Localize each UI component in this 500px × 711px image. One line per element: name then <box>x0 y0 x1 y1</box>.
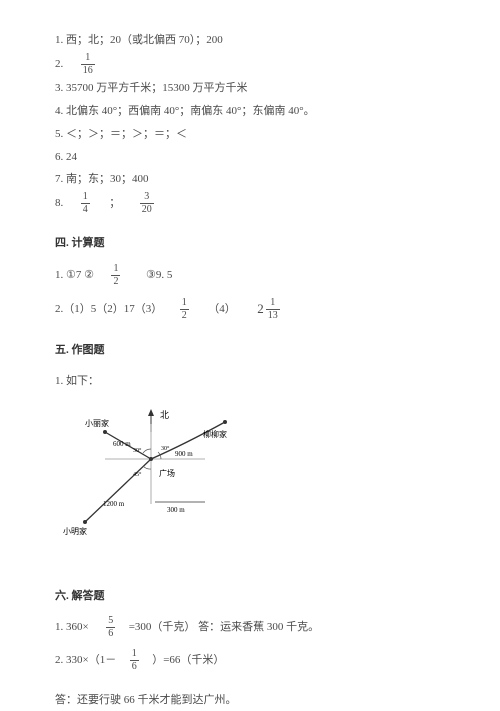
ans-3-5: 5. ＜；＞；＝；＞；＝；＜ <box>55 124 445 145</box>
fraction: 1 16 <box>81 53 95 76</box>
direction-diagram: 北 小丽家 600 m 柳柳家 900 m 广场 小明家 1200 m 300 … <box>55 404 255 544</box>
fraction: 1 4 <box>81 192 90 215</box>
drawing-1: 1. 如下： <box>55 371 445 392</box>
section-4-title: 四. 计算题 <box>55 233 445 254</box>
ans-3-3: 3. 35700 万平方千米；15300 万平方千米 <box>55 78 445 99</box>
calc-1: 1. ①7 ② 1 2 ③9. 5 <box>55 264 445 287</box>
text: 北偏东 40°；西偏南 40°；南偏东 40°；东偏南 40°。 <box>66 105 315 117</box>
label-center: 广场 <box>159 468 175 478</box>
ans-3-8: 8. 1 4 ； 3 20 <box>55 192 445 215</box>
num: 1. <box>55 34 63 46</box>
num: 7. <box>55 173 63 185</box>
numerator: 1 <box>81 53 95 65</box>
text: ）=66（千米） <box>152 655 224 667</box>
num: 6. <box>55 151 63 163</box>
numerator: 1 <box>266 298 280 310</box>
separator: ； <box>109 197 120 209</box>
denominator: 6 <box>106 628 115 639</box>
text: 1. ①7 ② <box>55 269 94 281</box>
dist-600: 600 m <box>113 440 131 448</box>
text: ③9. 5 <box>146 269 172 281</box>
section-5-title: 五. 作图题 <box>55 340 445 361</box>
solve-2: 2. 330×（1－ 1 6 ）=66（千米） <box>55 649 445 672</box>
denominator: 2 <box>111 276 120 287</box>
section-6-title: 六. 解答题 <box>55 586 445 607</box>
num: 8. <box>55 197 63 209</box>
denominator: 16 <box>81 65 95 76</box>
text: （4） <box>208 303 236 315</box>
label-sw: 小明家 <box>63 526 87 536</box>
ans-3-7: 7. 南；东；30；400 <box>55 169 445 190</box>
numerator: 1 <box>180 298 189 310</box>
text: 2. 330×（1－ <box>55 655 116 667</box>
text: 2.（1）5（2）17（3） <box>55 303 162 315</box>
text: 西；北；20（或北偏西 70）；200 <box>66 34 223 46</box>
denominator: 4 <box>81 204 90 215</box>
num: 5. <box>55 128 63 140</box>
numerator: 1 <box>130 649 139 661</box>
text: 24 <box>66 151 77 163</box>
text: ＜；＞；＝；＞；＝；＜ <box>66 128 187 140</box>
numerator: 1 <box>81 192 90 204</box>
dist-900: 900 m <box>175 450 193 458</box>
num: 4. <box>55 105 63 117</box>
label-ne: 柳柳家 <box>203 429 227 439</box>
text: 1. 360× <box>55 622 89 634</box>
num: 3. <box>55 82 63 94</box>
num: 2. <box>55 58 63 70</box>
fraction: 3 20 <box>140 192 154 215</box>
mixed-number: 2 1 13 <box>257 297 282 322</box>
text: 35700 万平方千米；15300 万平方千米 <box>66 82 248 94</box>
ans-3-1: 1. 西；北；20（或北偏西 70）；200 <box>55 30 445 51</box>
whole: 2 <box>257 301 264 316</box>
numerator: 5 <box>106 616 115 628</box>
denominator: 6 <box>130 661 139 672</box>
solve-2-answer: 答：还要行驶 66 千米才能到达广州。 <box>55 690 445 711</box>
calc-2: 2.（1）5（2）17（3） 1 2 （4） 2 1 13 <box>55 297 445 322</box>
fraction: 1 6 <box>130 649 139 672</box>
fraction: 1 2 <box>180 298 189 321</box>
fraction: 1 2 <box>111 264 120 287</box>
label-nw: 小丽家 <box>85 418 109 428</box>
angle-a: 30° <box>133 447 142 454</box>
ans-3-2: 2. 1 16 <box>55 53 445 76</box>
north-label: 北 <box>160 410 169 420</box>
denominator: 2 <box>180 310 189 321</box>
fraction: 1 13 <box>266 298 280 321</box>
dist-1200: 1200 m <box>103 500 125 508</box>
ans-3-4: 4. 北偏东 40°；西偏南 40°；南偏东 40°；东偏南 40°。 <box>55 101 445 122</box>
angle-b: 30° <box>161 445 170 452</box>
solve-1: 1. 360× 5 6 =300（千克） 答：运来香蕉 300 千克。 <box>55 616 445 639</box>
angle-c: 45° <box>133 471 142 478</box>
text: =300（千克） 答：运来香蕉 300 千克。 <box>129 622 319 634</box>
denominator: 20 <box>140 204 154 215</box>
dist-300: 300 m <box>167 506 185 514</box>
text: 南；东；30；400 <box>66 173 149 185</box>
numerator: 1 <box>111 264 120 276</box>
ans-3-6: 6. 24 <box>55 147 445 168</box>
denominator: 13 <box>266 310 280 321</box>
fraction: 5 6 <box>106 616 115 639</box>
numerator: 3 <box>140 192 154 204</box>
